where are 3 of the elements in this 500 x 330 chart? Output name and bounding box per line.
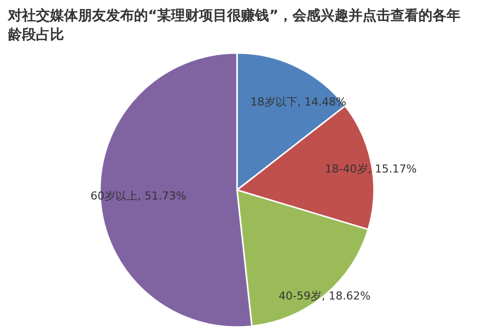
chart-title: 对社交媒体朋友发布的“某理财项目很赚钱”，会感兴趣并点击查看的各年龄段占比 <box>7 7 460 43</box>
slice-label: 18-40岁, 15.17% <box>324 162 417 176</box>
slice-label: 40-59岁, 18.62% <box>278 289 371 302</box>
